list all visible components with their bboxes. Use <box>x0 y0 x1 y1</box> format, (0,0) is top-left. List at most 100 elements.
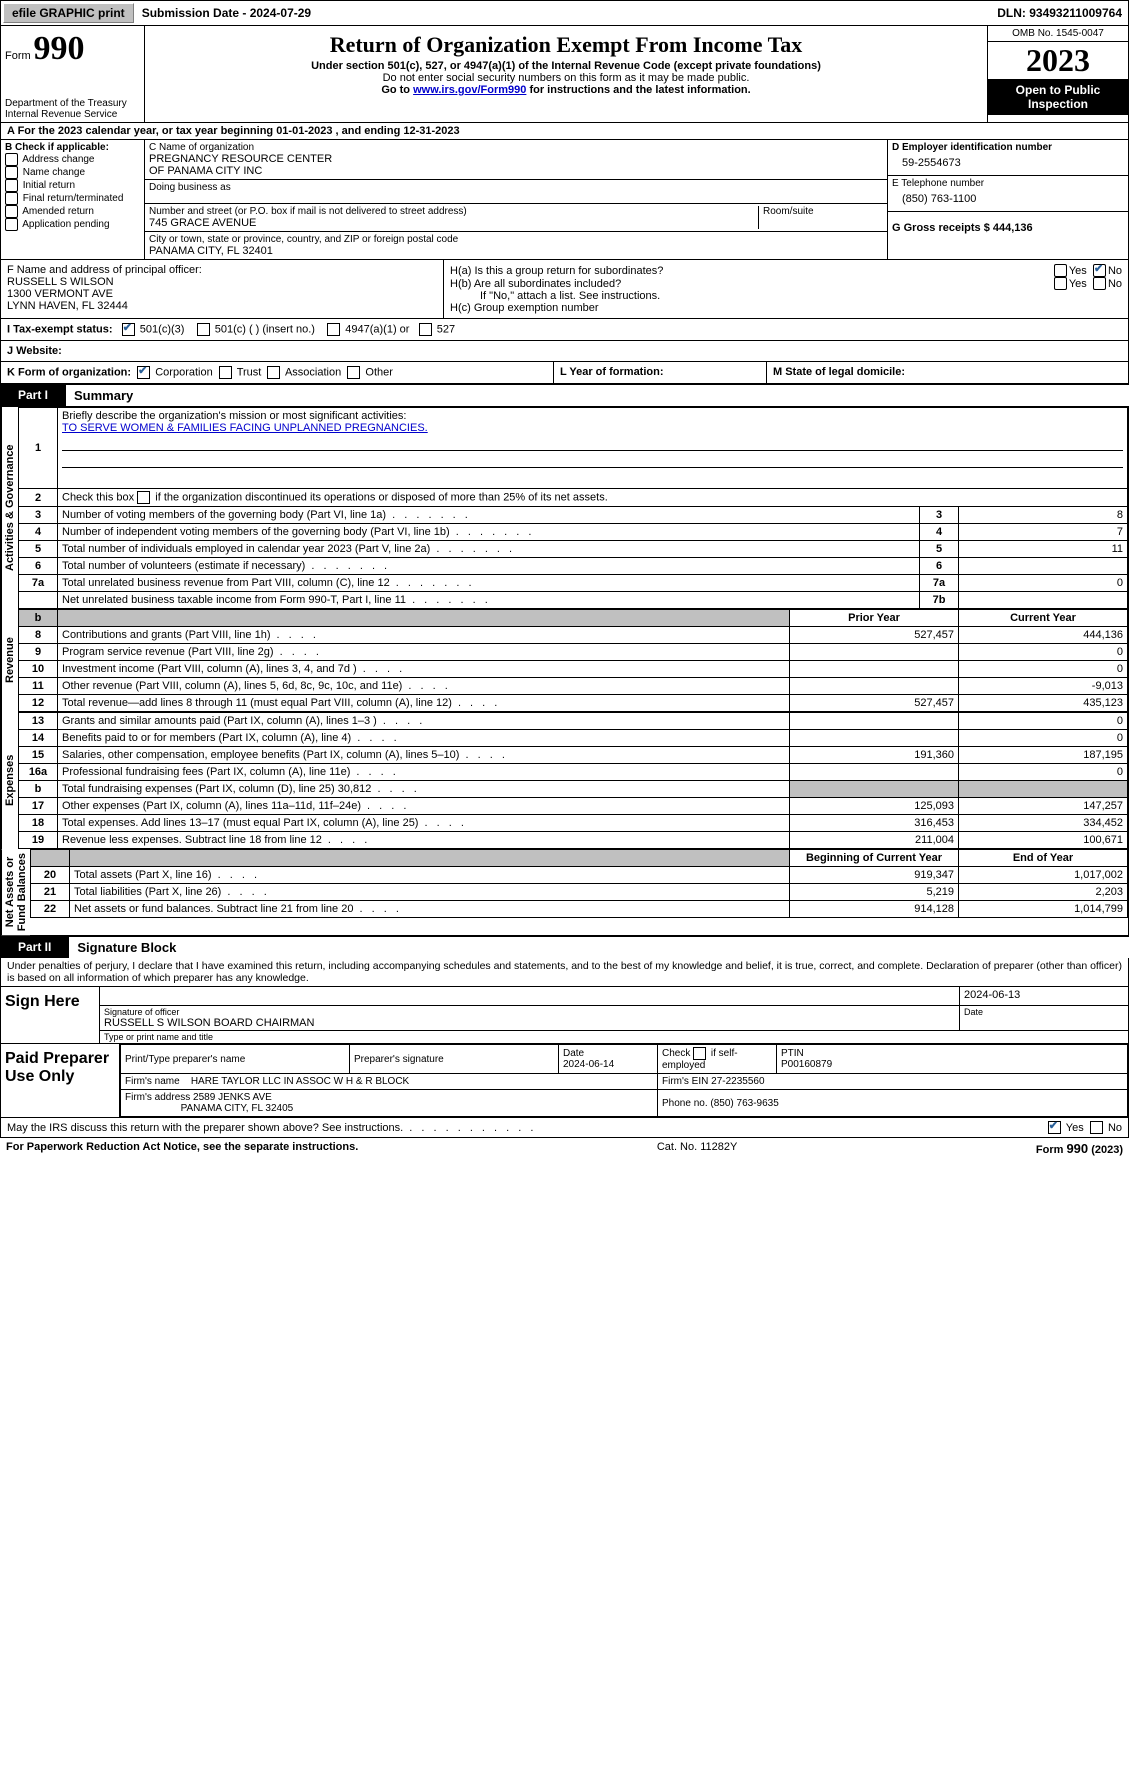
l1-label: Briefly describe the organization's miss… <box>62 410 406 422</box>
hb-no-checkbox[interactable] <box>1093 277 1106 290</box>
row-k-label: K Form of organization: <box>7 366 131 378</box>
hb-label: H(b) Are all subordinates included? <box>450 278 1054 290</box>
prep-sig-label: Preparer's signature <box>350 1045 559 1074</box>
corp-checkbox[interactable] <box>137 366 150 379</box>
date-label: Date <box>960 1006 1128 1030</box>
org-name: PREGNANCY RESOURCE CENTER OF PANAMA CITY… <box>149 153 883 177</box>
form-header: Form 990 Department of the Treasury Inte… <box>0 26 1129 123</box>
street-label: Number and street (or P.O. box if mail i… <box>149 206 758 217</box>
irs-label: Internal Revenue Service <box>5 109 140 120</box>
discuss-no-checkbox[interactable] <box>1090 1121 1103 1134</box>
colb-checkbox[interactable] <box>5 166 18 179</box>
firm-addr: 2589 JENKS AVE <box>193 1092 272 1103</box>
row-l-label: L Year of formation: <box>560 366 664 378</box>
form-title: Return of Organization Exempt From Incom… <box>149 32 983 58</box>
omb-number: OMB No. 1545-0047 <box>988 26 1128 42</box>
colb-checkbox[interactable] <box>5 218 18 231</box>
subtitle-3: Go to www.irs.gov/Form990 for instructio… <box>149 84 983 96</box>
mission-text: TO SERVE WOMEN & FAMILIES FACING UNPLANN… <box>62 422 428 434</box>
part1-header: Part I Summary <box>0 384 1129 406</box>
officer-addr1: 1300 VERMONT AVE <box>7 288 437 300</box>
open-inspection: Open to Public Inspection <box>988 79 1128 115</box>
vlabel-expenses: Expenses <box>1 712 18 849</box>
firm-ein: 27-2235560 <box>711 1076 764 1087</box>
phone-val: (850) 763-1100 <box>892 189 1124 209</box>
discuss-yes-checkbox[interactable] <box>1048 1121 1061 1134</box>
firm-addr2: PANAMA CITY, FL 32405 <box>181 1103 294 1114</box>
trust-checkbox[interactable] <box>219 366 232 379</box>
501c-checkbox[interactable] <box>197 323 210 336</box>
paid-preparer-label: Paid Preparer Use Only <box>1 1044 120 1117</box>
entity-section: B Check if applicable: Address change Na… <box>0 140 1129 260</box>
self-employed-checkbox[interactable] <box>693 1047 706 1060</box>
end-year-head: End of Year <box>959 850 1128 867</box>
efile-print-button[interactable]: efile GRAPHIC print <box>3 3 134 23</box>
hc-label: H(c) Group exemption number <box>450 302 1122 314</box>
colb-checkbox[interactable] <box>5 179 18 192</box>
website-label: J Website: <box>7 345 62 357</box>
sig-officer-label: Signature of officer <box>104 1007 955 1017</box>
page-footer: For Paperwork Reduction Act Notice, see … <box>0 1138 1129 1159</box>
firm-phone: (850) 763-9635 <box>710 1098 778 1109</box>
ein-label: D Employer identification number <box>892 142 1124 153</box>
dept-label: Department of the Treasury <box>5 98 140 109</box>
527-checkbox[interactable] <box>419 323 432 336</box>
ha-label: H(a) Is this a group return for subordin… <box>450 265 1054 277</box>
dba-label: Doing business as <box>149 182 883 193</box>
hb-note: If "No," attach a list. See instructions… <box>450 290 1122 302</box>
form-number: 990 <box>33 30 84 67</box>
l2-checkbox[interactable] <box>137 491 150 504</box>
sig-officer-name: RUSSELL S WILSON BOARD CHAIRMAN <box>104 1017 955 1029</box>
room-label: Room/suite <box>763 206 883 217</box>
col-b-head: B Check if applicable: <box>5 142 140 153</box>
ha-no-checkbox[interactable] <box>1093 264 1106 277</box>
vlabel-governance: Activities & Governance <box>1 407 18 609</box>
self-employed-label: Check if self-employed <box>658 1045 777 1074</box>
colb-checkbox[interactable] <box>5 153 18 166</box>
other-checkbox[interactable] <box>347 366 360 379</box>
assoc-checkbox[interactable] <box>267 366 280 379</box>
officer-name: RUSSELL S WILSON <box>7 276 437 288</box>
prior-year-head: Prior Year <box>790 610 959 627</box>
colb-checkbox[interactable] <box>5 192 18 205</box>
gross-receipts: G Gross receipts $ 444,136 <box>892 214 1124 234</box>
part2-header: Part II Signature Block <box>0 936 1129 958</box>
row-a-period: A For the 2023 calendar year, or tax yea… <box>0 123 1129 140</box>
phone-label: E Telephone number <box>892 178 1124 189</box>
vlabel-net: Net Assets or Fund Balances <box>1 849 30 935</box>
ein-val: 59-2554673 <box>892 153 1124 173</box>
type-print-label: Type or print name and title <box>100 1030 1128 1043</box>
l2-text: Check this box if the organization disco… <box>58 489 1128 507</box>
firm-name: HARE TAYLOR LLC IN ASSOC W H & R BLOCK <box>191 1076 409 1087</box>
sign-date: 2024-06-13 <box>960 987 1128 1006</box>
tax-year: 2023 <box>988 42 1128 79</box>
tax-exempt-label: I Tax-exempt status: <box>7 323 113 335</box>
beg-year-head: Beginning of Current Year <box>790 850 959 867</box>
4947-checkbox[interactable] <box>327 323 340 336</box>
form-prefix: Form <box>5 50 31 62</box>
ptin-val: P00160879 <box>781 1059 832 1070</box>
submission-date: Submission Date - 2024-07-29 <box>136 6 998 20</box>
officer-h-row: F Name and address of principal officer:… <box>0 260 1129 319</box>
colb-checkbox[interactable] <box>5 205 18 218</box>
row-m-label: M State of legal domicile: <box>773 366 905 378</box>
subtitle-1: Under section 501(c), 527, or 4947(a)(1)… <box>149 60 983 72</box>
ha-yes-checkbox[interactable] <box>1054 264 1067 277</box>
penalties-text: Under penalties of perjury, I declare th… <box>0 958 1129 987</box>
prep-name-label: Print/Type preparer's name <box>121 1045 350 1074</box>
vlabel-revenue: Revenue <box>1 609 18 712</box>
501c3-checkbox[interactable] <box>122 323 135 336</box>
dln-label: DLN: 93493211009764 <box>997 6 1128 20</box>
city-val: PANAMA CITY, FL 32401 <box>149 245 883 257</box>
form990-link[interactable]: www.irs.gov/Form990 <box>413 84 526 96</box>
curr-year-head: Current Year <box>959 610 1128 627</box>
officer-label: F Name and address of principal officer: <box>7 264 437 276</box>
street-val: 745 GRACE AVENUE <box>149 217 758 229</box>
city-label: City or town, state or province, country… <box>149 234 883 245</box>
hb-yes-checkbox[interactable] <box>1054 277 1067 290</box>
org-name-label: C Name of organization <box>149 142 883 153</box>
sign-here-label: Sign Here <box>1 987 100 1043</box>
discuss-text: May the IRS discuss this return with the… <box>7 1122 403 1134</box>
prep-date: 2024-06-14 <box>563 1059 614 1070</box>
subtitle-2: Do not enter social security numbers on … <box>149 72 983 84</box>
